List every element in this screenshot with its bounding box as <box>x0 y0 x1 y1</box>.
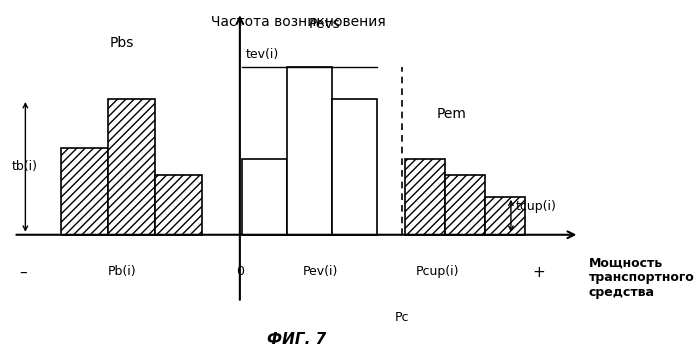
Bar <box>155 175 202 235</box>
Text: tcup(i): tcup(i) <box>516 200 556 213</box>
Text: Частота возникновения: Частота возникновения <box>211 15 386 29</box>
Bar <box>405 159 445 235</box>
Text: Pcup(i): Pcup(i) <box>416 265 460 278</box>
Bar <box>445 175 485 235</box>
Text: Pem: Pem <box>437 107 467 121</box>
Text: Pc: Pc <box>395 311 410 324</box>
Text: Мощность
транспортного
средства: Мощность транспортного средства <box>589 256 694 300</box>
Text: +: + <box>533 265 546 280</box>
Text: Pevs: Pevs <box>309 17 340 31</box>
Text: –: – <box>19 265 27 280</box>
Text: tb(i): tb(i) <box>11 160 37 173</box>
Bar <box>332 99 377 235</box>
Text: Pev(i): Pev(i) <box>302 265 338 278</box>
Bar <box>287 66 332 235</box>
Bar <box>243 159 287 235</box>
Bar <box>108 99 155 235</box>
Text: 0: 0 <box>236 265 244 278</box>
Bar <box>61 148 108 235</box>
Text: Pbs: Pbs <box>110 36 134 50</box>
Text: tev(i): tev(i) <box>245 48 279 61</box>
Bar <box>485 197 525 235</box>
Text: ФИГ. 7: ФИГ. 7 <box>267 332 326 347</box>
Text: Pb(i): Pb(i) <box>108 265 136 278</box>
